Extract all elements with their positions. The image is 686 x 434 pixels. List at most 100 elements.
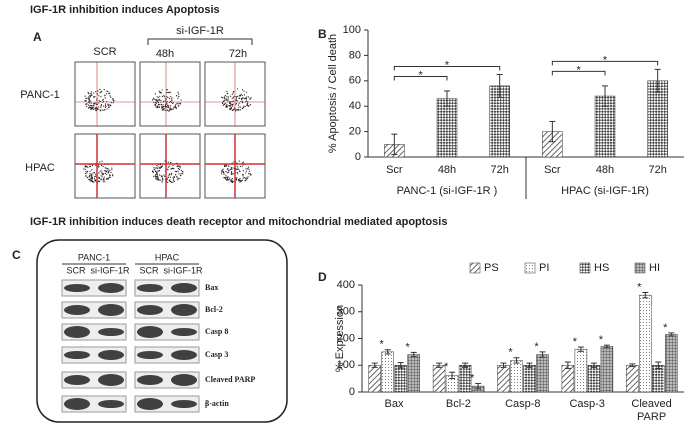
flow-dot bbox=[246, 91, 248, 93]
flow-dot bbox=[103, 89, 105, 91]
flow-dot bbox=[156, 173, 158, 175]
x-tick-label: Bax bbox=[384, 398, 404, 410]
flow-dot bbox=[156, 164, 158, 167]
flow-dot bbox=[180, 99, 182, 101]
flow-dot bbox=[105, 93, 107, 95]
legend-label: PI bbox=[539, 262, 549, 274]
flow-dot bbox=[241, 102, 244, 104]
flow-dot bbox=[235, 108, 237, 110]
flow-dot bbox=[102, 181, 104, 183]
blot-band bbox=[98, 304, 124, 316]
flow-dot bbox=[176, 177, 178, 179]
flow-dot bbox=[226, 172, 229, 174]
flow-dot bbox=[88, 178, 90, 180]
significance-label: * bbox=[663, 322, 668, 334]
flow-dot bbox=[157, 166, 159, 168]
flow-dot bbox=[158, 103, 160, 105]
flow-dot bbox=[156, 105, 158, 107]
flow-dot bbox=[225, 175, 227, 177]
flow-dot bbox=[248, 170, 250, 172]
flow-dot bbox=[230, 181, 232, 183]
flow-dot bbox=[112, 175, 114, 177]
flow-dot bbox=[103, 178, 105, 180]
flow-dot bbox=[242, 106, 245, 109]
flow-dot bbox=[104, 172, 106, 175]
legend-label: PS bbox=[484, 262, 499, 274]
flow-dot bbox=[103, 176, 105, 178]
flow-dot bbox=[237, 167, 239, 169]
blot-frame bbox=[36, 239, 288, 423]
flow-dot bbox=[107, 172, 109, 174]
flow-dot bbox=[232, 97, 235, 99]
flow-dot bbox=[110, 102, 113, 104]
flow-dot bbox=[83, 168, 85, 170]
flow-dot bbox=[221, 169, 223, 171]
flow-dot bbox=[172, 164, 174, 167]
bar bbox=[574, 348, 588, 393]
flow-dot bbox=[232, 181, 234, 183]
significance-label: * bbox=[470, 372, 475, 384]
bar bbox=[600, 346, 614, 393]
flow-dot bbox=[171, 181, 173, 183]
flow-dot bbox=[155, 178, 157, 180]
flow-dot bbox=[229, 177, 231, 179]
flow-dot bbox=[91, 176, 94, 178]
flow-dot bbox=[156, 106, 158, 108]
blot-band bbox=[64, 351, 90, 359]
flow-dot bbox=[228, 178, 230, 181]
flow-dot bbox=[91, 164, 94, 167]
flow-dot bbox=[98, 102, 100, 104]
flow-dot bbox=[238, 97, 240, 100]
flow-dot bbox=[224, 102, 226, 104]
flow-dot bbox=[235, 96, 237, 98]
flow-dot bbox=[230, 103, 232, 105]
flow-dot bbox=[167, 106, 169, 108]
flow-dot bbox=[225, 170, 227, 173]
flow-dot bbox=[162, 178, 164, 180]
flow-dot bbox=[103, 105, 105, 107]
flow-dot bbox=[236, 171, 238, 174]
flow-dot bbox=[232, 167, 234, 169]
flow-dot bbox=[93, 181, 95, 183]
flow-dot bbox=[159, 174, 161, 176]
x-tick-label: 72h bbox=[490, 164, 508, 176]
flow-dot bbox=[152, 98, 154, 101]
panel-letter: A bbox=[33, 30, 42, 44]
flow-dot bbox=[221, 102, 224, 104]
flow-dot bbox=[168, 98, 171, 100]
flow-dot bbox=[239, 106, 242, 108]
heading: IGF-1R inhibition induces Apoptosis bbox=[30, 4, 220, 16]
flow-dot bbox=[154, 98, 156, 100]
flow-dot bbox=[158, 98, 160, 100]
flow-dot bbox=[237, 104, 240, 106]
flow-dot bbox=[225, 176, 227, 178]
flow-dot bbox=[105, 171, 107, 173]
flow-dot bbox=[98, 180, 101, 183]
flow-dot bbox=[108, 176, 110, 178]
flow-dot bbox=[232, 109, 235, 111]
blot-band bbox=[64, 284, 90, 292]
flow-dot bbox=[106, 168, 108, 170]
flow-dot bbox=[95, 180, 97, 182]
flow-dot bbox=[95, 173, 97, 175]
flow-dot bbox=[92, 106, 94, 108]
heading: IGF-1R inhibition induces death receptor… bbox=[30, 216, 447, 228]
flow-dot bbox=[241, 89, 244, 91]
flow-dot bbox=[236, 100, 238, 102]
error-bar bbox=[500, 362, 507, 368]
flow-dot bbox=[155, 106, 157, 108]
flow-dot bbox=[224, 95, 226, 97]
bar bbox=[626, 365, 639, 393]
blot-band bbox=[137, 284, 163, 292]
flow-dot bbox=[227, 167, 229, 170]
flow-dot bbox=[153, 167, 155, 169]
flow-dot bbox=[226, 177, 228, 179]
flow-dot bbox=[167, 169, 169, 171]
flow-dot bbox=[166, 109, 168, 111]
flow-dot bbox=[231, 97, 233, 99]
legend-swatch bbox=[469, 262, 481, 274]
flow-dot bbox=[168, 165, 171, 167]
flow-dot bbox=[238, 168, 240, 171]
flow-dot bbox=[109, 176, 111, 179]
